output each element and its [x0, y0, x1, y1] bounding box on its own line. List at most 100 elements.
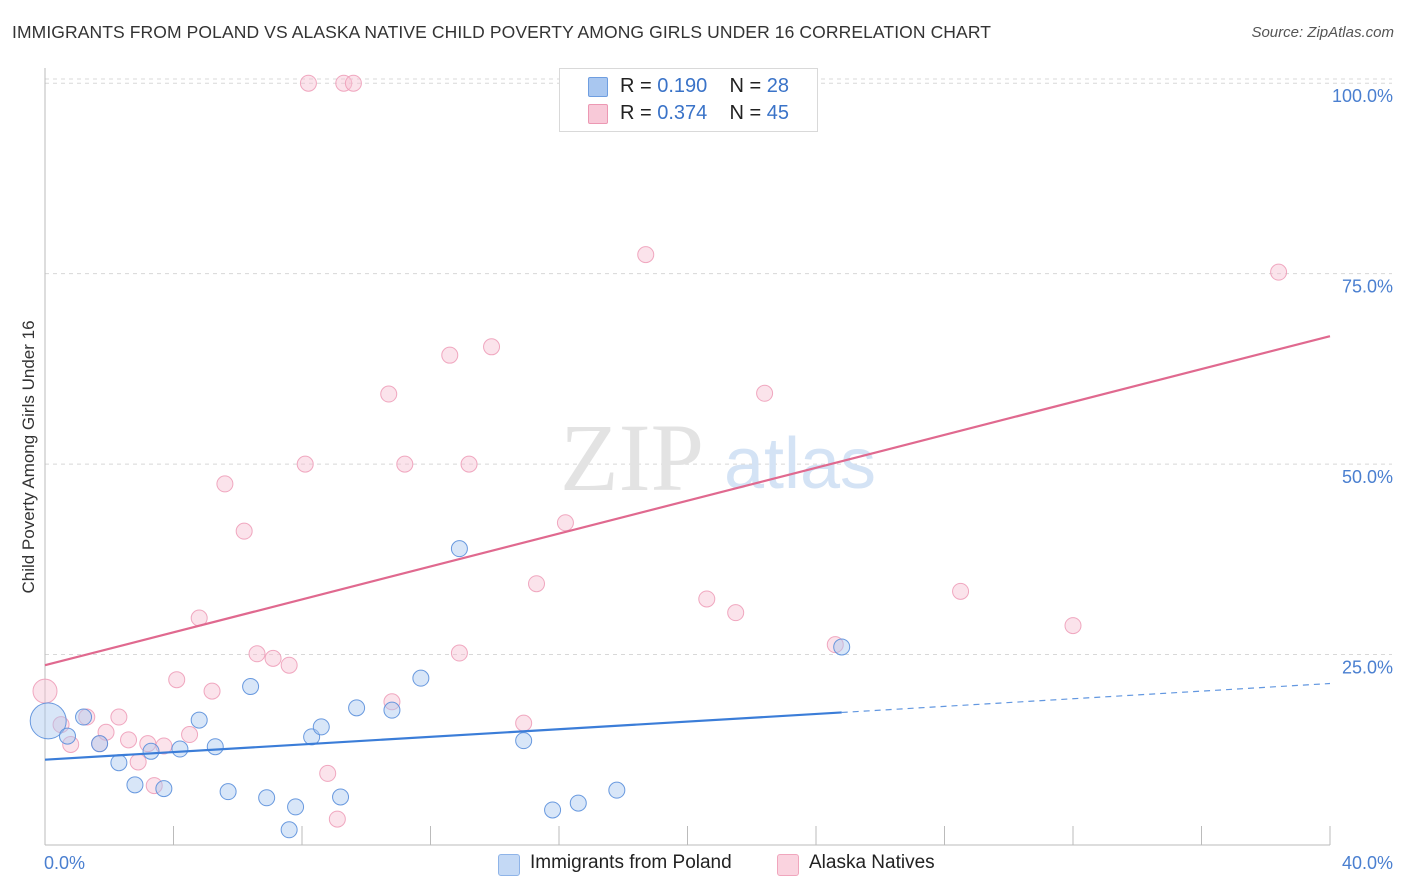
alaska-natives-point: [727, 604, 745, 622]
alaska-natives-point: [1064, 617, 1082, 635]
poland-point: [142, 742, 160, 760]
poland-trend-line: [44, 711, 842, 761]
source-label: Source: ZipAtlas.com: [1251, 24, 1394, 41]
alaska-natives-point: [952, 582, 970, 600]
legend-r-label: R =: [620, 75, 652, 97]
poland-trend-extension: [841, 682, 1331, 714]
chart-title: IMMIGRANTS FROM POLAND VS ALASKA NATIVE …: [12, 22, 992, 42]
y-tick-label: 100.0%: [1332, 86, 1393, 106]
alaska-natives-point: [32, 678, 58, 704]
y-tick-label: 50.0%: [1342, 467, 1393, 487]
alaska-natives-point: [483, 338, 501, 356]
poland-point: [155, 780, 173, 798]
alaska-natives-point: [235, 522, 253, 540]
alaska-natives-point: [299, 74, 317, 92]
poland-point: [412, 669, 430, 687]
series-alaska-natives: [32, 74, 1288, 828]
watermark-zip: ZIP: [560, 404, 704, 511]
legend-n-label: N =: [729, 75, 762, 97]
alaska-natives-point: [556, 514, 574, 532]
y-tick-label: 25.0%: [1342, 658, 1393, 678]
alaska-natives-point: [1270, 263, 1288, 281]
alaska-natives-point: [344, 74, 362, 92]
alaska-natives-point: [756, 384, 774, 402]
poland-point: [58, 727, 76, 745]
alaska-natives-point: [280, 656, 298, 674]
alaska-natives-point: [826, 636, 844, 654]
poland-point: [515, 732, 533, 750]
legend-r-value: 0.374: [657, 102, 708, 124]
y-tick-label: 75.0%: [1342, 277, 1393, 297]
alaska-natives-point: [155, 737, 173, 755]
poland-point: [171, 740, 189, 758]
poland-point: [544, 801, 562, 819]
legend-label-alaska: Alaska Natives: [809, 852, 935, 873]
poland-point: [833, 638, 851, 656]
poland-point: [450, 540, 468, 558]
alaska-natives-point: [264, 649, 282, 667]
watermark: ZIP atlas: [560, 404, 876, 511]
poland-point: [206, 738, 224, 756]
gridlines: [45, 78, 1392, 656]
alaska-natives-point: [319, 764, 337, 782]
trend-lines: [44, 335, 1331, 761]
alaska-natives-point: [528, 575, 546, 593]
alaska-natives-point: [460, 455, 478, 473]
legend-label-poland: Immigrants from Poland: [530, 852, 732, 873]
poland-point: [383, 701, 401, 719]
legend-swatch-pink: [777, 854, 799, 876]
poland-point: [242, 678, 260, 696]
correlation-legend: R = 0.190 N = 28 R = 0.374 N = 45: [559, 68, 818, 132]
alaska-natives-point: [248, 645, 266, 663]
legend-swatch-pink: [588, 104, 608, 124]
alaska-natives-point: [129, 753, 147, 771]
alaska-natives-point: [145, 777, 163, 795]
alaska-natives-point: [328, 810, 346, 828]
alaska-natives-point: [203, 682, 221, 700]
y-tick-labels: 25.0% 50.0% 75.0% 100.0%: [1332, 86, 1393, 677]
alaska-natives-point: [168, 671, 186, 689]
poland-point: [348, 699, 366, 717]
alaska-natives-point: [120, 731, 138, 749]
poland-point: [29, 702, 67, 740]
alaska-natives-point: [110, 708, 128, 726]
x-tick-label-max: 40.0%: [1342, 853, 1393, 873]
poland-point: [608, 781, 626, 799]
poland-point: [219, 783, 237, 801]
poland-point: [287, 798, 305, 816]
legend-n-label: N =: [729, 102, 762, 124]
alaska-natives-point: [296, 455, 314, 473]
poland-point: [312, 718, 330, 736]
poland-point: [258, 789, 276, 807]
alaska-natives-point: [181, 726, 199, 744]
alaska-natives-point: [637, 246, 655, 264]
alaska-natives-point: [441, 346, 459, 364]
poland-point: [75, 708, 93, 726]
legend-n-value: 28: [766, 75, 790, 97]
alaska-natives-point: [698, 590, 716, 608]
poland-point: [190, 711, 208, 729]
alaska-natives-point: [335, 74, 353, 92]
alaska-natives-point: [515, 714, 533, 732]
alaska-natives-trend-line: [44, 335, 1331, 667]
alaska-natives-point: [380, 385, 398, 403]
alaska-natives-point: [396, 455, 414, 473]
x-tick-label-min: 0.0%: [44, 853, 85, 873]
legend-swatch-blue: [588, 77, 608, 97]
legend-n-value: 45: [766, 102, 790, 124]
poland-point: [280, 821, 298, 839]
alaska-natives-point: [216, 475, 234, 493]
poland-point: [126, 776, 144, 794]
poland-point: [569, 794, 587, 812]
legend-r-value: 0.190: [657, 75, 708, 97]
watermark-atlas: atlas: [724, 424, 876, 504]
legend-r-label: R =: [620, 102, 652, 124]
x-ticks: [44, 826, 1331, 845]
legend-swatch-blue: [498, 854, 520, 876]
alaska-natives-point: [450, 644, 468, 662]
poland-point: [91, 735, 109, 753]
poland-point: [110, 754, 128, 772]
y-axis-title: Child Poverty Among Girls Under 16: [19, 320, 38, 593]
poland-point: [332, 788, 350, 806]
